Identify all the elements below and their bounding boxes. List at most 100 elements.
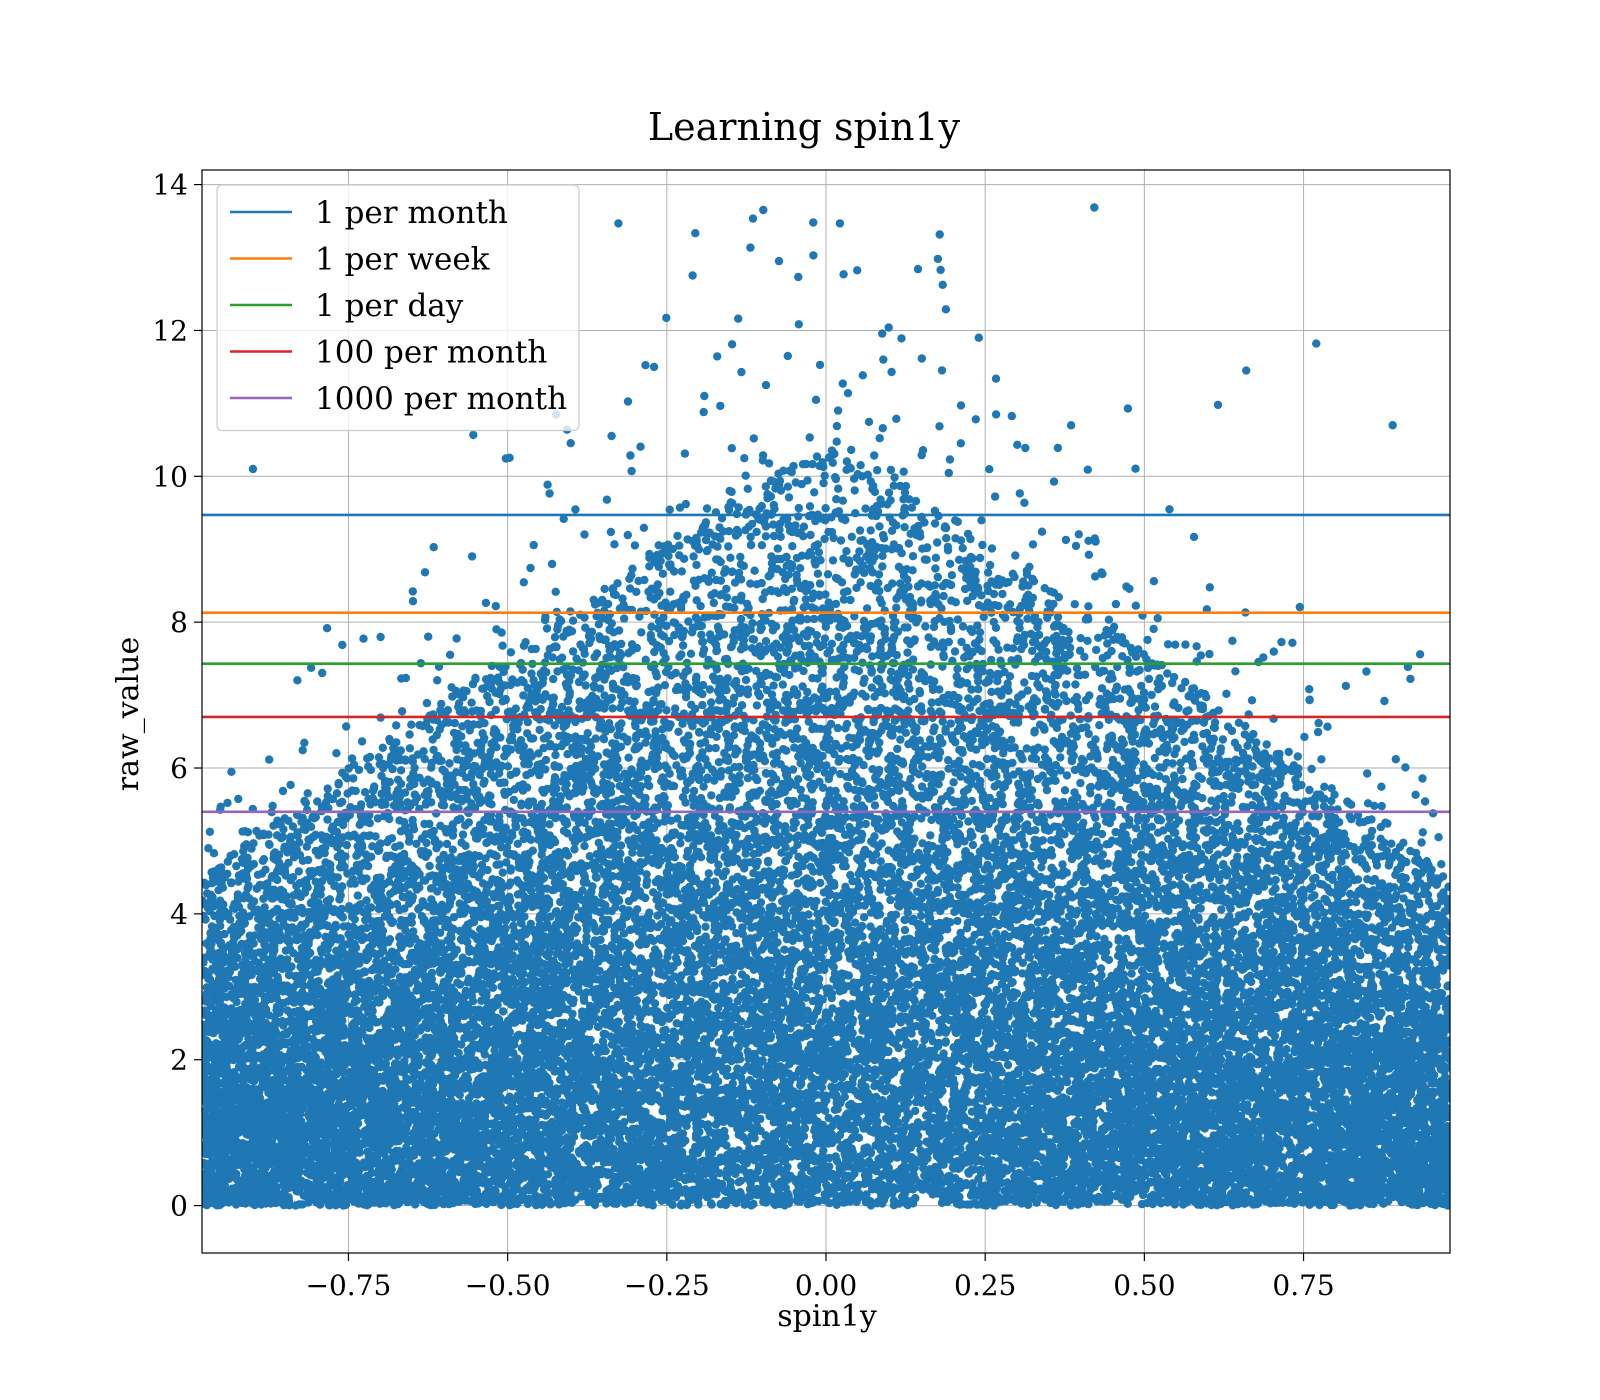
data-point	[368, 842, 377, 851]
data-point	[491, 705, 500, 715]
data-point	[581, 681, 590, 690]
data-point	[422, 698, 432, 708]
data-point	[1047, 836, 1056, 845]
data-point	[987, 687, 996, 697]
data-point	[916, 879, 926, 888]
data-point	[541, 755, 551, 765]
data-point	[856, 461, 865, 470]
data-point	[639, 523, 649, 532]
data-point	[445, 759, 454, 768]
data-point	[549, 674, 558, 684]
data-point	[876, 857, 885, 866]
data-point	[318, 668, 327, 678]
data-point	[287, 962, 296, 971]
data-point	[671, 704, 680, 713]
data-point	[278, 786, 288, 796]
data-point	[692, 560, 701, 570]
data-point	[820, 471, 829, 480]
data-point	[1020, 678, 1029, 687]
data-point	[836, 536, 846, 545]
data-point	[689, 552, 698, 561]
data-point	[571, 505, 580, 514]
data-point	[938, 280, 947, 289]
data-point	[741, 675, 751, 685]
data-point	[647, 622, 656, 631]
data-point	[858, 371, 867, 380]
data-point	[323, 784, 332, 793]
data-point	[1305, 695, 1314, 705]
data-point	[1247, 696, 1257, 705]
data-point	[832, 421, 842, 431]
data-point	[1395, 842, 1405, 852]
data-point	[916, 911, 926, 921]
data-point	[815, 360, 825, 370]
data-point	[580, 530, 589, 539]
data-point	[968, 759, 978, 769]
data-point	[303, 789, 312, 798]
data-point	[1059, 691, 1068, 700]
data-point	[1420, 797, 1430, 806]
data-point	[1418, 828, 1428, 837]
data-point	[736, 614, 746, 624]
data-point	[1189, 532, 1199, 542]
data-point	[947, 571, 957, 580]
data-point	[1165, 505, 1174, 514]
data-point	[547, 559, 557, 569]
data-points	[202, 170, 1450, 1210]
data-point	[407, 720, 416, 729]
data-point	[853, 266, 862, 275]
data-point	[867, 683, 876, 692]
data-point	[977, 646, 986, 656]
data-point	[926, 582, 935, 591]
data-point	[1313, 727, 1323, 737]
data-point	[1111, 599, 1121, 609]
data-point	[1377, 782, 1386, 791]
data-point	[835, 219, 845, 228]
data-point	[1090, 203, 1099, 212]
data-point	[637, 628, 646, 637]
data-point	[897, 334, 906, 343]
data-point	[892, 414, 901, 423]
data-point	[784, 493, 794, 502]
data-point	[903, 648, 912, 657]
data-point	[853, 794, 862, 803]
data-point	[941, 305, 951, 314]
data-point	[323, 815, 332, 824]
data-point	[698, 700, 707, 710]
data-point	[527, 669, 536, 678]
data-point	[332, 749, 341, 758]
data-point	[1056, 753, 1065, 762]
data-point	[367, 903, 376, 912]
data-point	[1115, 694, 1125, 703]
data-point	[795, 564, 805, 573]
data-point	[889, 481, 898, 490]
data-point	[773, 544, 782, 553]
data-point	[624, 896, 634, 906]
data-point	[1095, 721, 1104, 730]
data-point	[838, 646, 847, 656]
data-point	[809, 614, 819, 624]
data-point	[758, 594, 767, 604]
data-point	[1222, 689, 1231, 698]
data-point	[884, 323, 893, 332]
data-point	[550, 633, 560, 642]
data-point	[873, 466, 882, 475]
data-point	[1022, 744, 1031, 753]
data-point	[680, 449, 690, 458]
data-point	[998, 589, 1007, 599]
data-point	[1235, 826, 1244, 835]
data-point	[878, 562, 887, 571]
data-point	[1207, 796, 1216, 805]
data-point	[433, 676, 442, 685]
data-point	[862, 604, 872, 613]
data-point	[1233, 819, 1242, 828]
data-point	[808, 798, 817, 807]
data-point	[1293, 752, 1303, 761]
data-point	[261, 865, 270, 874]
data-point	[1049, 477, 1059, 486]
data-point	[933, 254, 943, 264]
chart-title: Learning spin1y	[648, 105, 961, 149]
data-point	[223, 798, 232, 808]
data-point	[985, 465, 994, 474]
